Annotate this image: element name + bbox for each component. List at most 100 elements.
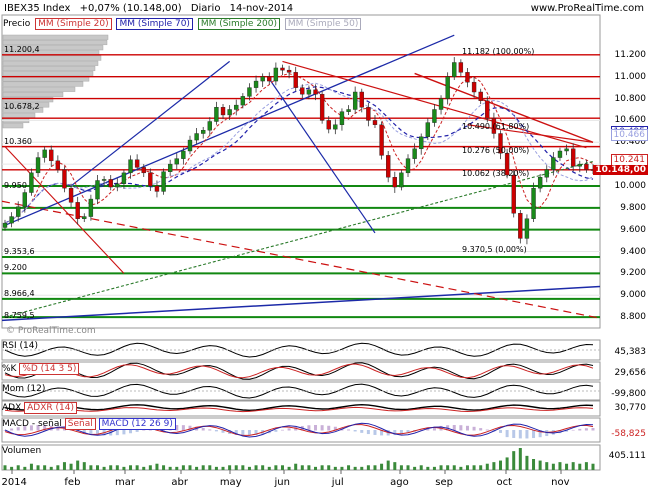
indicator-volume-value: 405.111	[608, 451, 646, 461]
volume-bar	[23, 466, 27, 470]
macd-histogram-bar	[129, 430, 133, 434]
volume-profile-bar	[2, 65, 96, 72]
volume-bar	[287, 466, 291, 470]
volume-bar	[571, 462, 575, 470]
y-axis-tick-label: 8.800	[620, 312, 646, 323]
legend-sma70[interactable]: MM (Simple 70)	[116, 18, 193, 30]
macd-histogram-bar	[208, 429, 212, 431]
candle-body	[108, 179, 113, 188]
candle-body	[531, 187, 536, 219]
volume-bar	[95, 465, 99, 470]
macd-histogram-bar	[459, 425, 463, 431]
level-label: 8.759,5	[4, 311, 35, 321]
candle-body	[405, 158, 411, 174]
volume-bar	[168, 466, 172, 470]
macd-histogram-bar	[280, 429, 284, 431]
candle-body	[498, 133, 503, 154]
volume-profile-bar	[2, 34, 109, 40]
volume-bar	[353, 466, 357, 470]
volume-profile-bar	[2, 91, 64, 98]
adx-line	[4, 403, 594, 412]
macd-histogram-bar	[274, 430, 278, 432]
volume-bar	[439, 465, 443, 470]
candle-body	[333, 124, 338, 130]
legend-sma200[interactable]: MM (Simple 200)	[197, 18, 281, 30]
macd-histogram-bar	[175, 425, 179, 431]
macd-histogram-bar	[518, 430, 522, 439]
candle-body	[95, 180, 100, 200]
macd-histogram-bar	[380, 430, 384, 436]
volume-bar	[29, 463, 33, 470]
x-axis-month-label: 2014	[1, 477, 27, 488]
indicator-mom-label[interactable]: Mom (12)	[2, 384, 46, 394]
macd-histogram-bar	[465, 425, 469, 431]
volume-profile-bar	[2, 45, 104, 51]
macd-histogram-bar	[571, 429, 575, 431]
volume-bar	[452, 465, 456, 470]
volume-profile-bar	[2, 86, 76, 92]
macd-histogram-bar	[23, 426, 27, 431]
volume-bar	[525, 455, 529, 470]
fib-level-label: 10.490 (61,80%)	[462, 122, 530, 132]
volume-bar	[380, 463, 384, 470]
macd-histogram-bar	[135, 430, 139, 432]
indicator-rsi-label[interactable]: RSI (14)	[2, 341, 38, 351]
candle-body	[29, 172, 34, 193]
volume-bar	[274, 465, 278, 470]
brand-url: www.ProRealTime.com	[530, 3, 644, 14]
volume-bar	[10, 466, 14, 470]
ref-price-tag: 10.466	[610, 129, 648, 142]
indicator-macd-label[interactable]: MACD - señal Señal MACD (12 26 9)	[2, 418, 176, 430]
sma200-line	[4, 160, 594, 318]
candle-body	[379, 124, 384, 156]
volume-bar	[386, 460, 390, 470]
macd-histogram-bar	[82, 430, 86, 433]
volume-bar	[558, 462, 562, 470]
macd-line	[4, 422, 594, 438]
price-change: +0,07% (10.148,00)	[79, 3, 182, 14]
symbol-name: IBEX35 Index	[4, 3, 71, 14]
x-axis-month-label: jun	[274, 477, 290, 488]
candle-body	[511, 174, 516, 214]
indicator-stoch-label[interactable]: %K %D (14 3 5)	[2, 363, 80, 375]
volume-bar	[512, 451, 516, 470]
y-axis-tick-label: 9.400	[620, 246, 646, 257]
volume-bar	[135, 465, 139, 470]
macd-histogram-bar	[247, 430, 251, 436]
volume-bar	[538, 460, 542, 470]
stoch-k-line	[4, 362, 594, 380]
volume-bar	[472, 465, 476, 470]
volume-bar	[565, 463, 569, 470]
legend-sma20[interactable]: MM (Simple 20)	[35, 18, 112, 30]
indicator-adx-label[interactable]: ADX ADXR (14)	[2, 402, 77, 414]
candle-body	[267, 76, 272, 82]
candle-body	[584, 163, 589, 170]
volume-bar	[465, 465, 469, 470]
y-axis-tick-label: 9.000	[620, 290, 646, 301]
volume-bar	[142, 466, 146, 470]
sma70-line	[4, 86, 594, 224]
macd-signal-line	[4, 424, 594, 436]
indicator-rsi-value: 45,383	[614, 347, 647, 357]
indicator-volume-label[interactable]: Volumen	[2, 446, 42, 456]
macd-histogram-bar	[512, 430, 516, 438]
candle-body	[227, 109, 232, 116]
candle-body	[187, 139, 193, 152]
volume-profile-bar	[2, 39, 108, 46]
macd-histogram-bar	[307, 425, 311, 431]
candle-body	[346, 109, 351, 112]
macd-histogram-bar	[43, 425, 47, 431]
candle-body	[49, 149, 54, 162]
candle-body	[485, 100, 490, 119]
period-label: Diario	[190, 3, 221, 14]
macd-histogram-bar	[142, 429, 146, 431]
volume-bar	[261, 465, 265, 470]
candle-body	[154, 185, 160, 192]
volume-bar	[419, 465, 423, 470]
legend-price: Precio	[3, 19, 31, 29]
fib-level-label: 10.062 (38,20%)	[462, 169, 530, 179]
candle-body	[55, 160, 61, 170]
macd-histogram-bar	[333, 426, 337, 431]
legend-sma50[interactable]: MM (Simple 50)	[284, 18, 362, 30]
